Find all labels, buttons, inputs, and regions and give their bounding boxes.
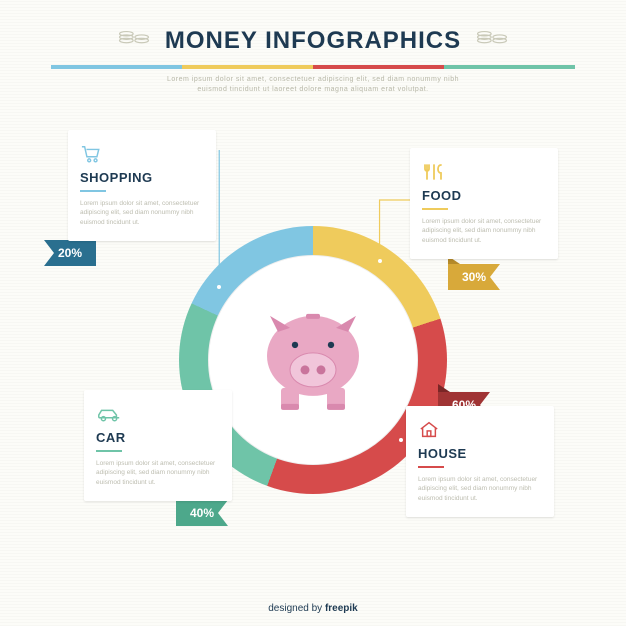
card-title: SHOPPING [80, 170, 204, 185]
car-icon [96, 402, 220, 424]
connector-line [216, 150, 219, 287]
header-rule [51, 65, 575, 69]
page-title: MONEY INFOGRAPHICS [165, 27, 461, 55]
coins-icon [475, 26, 509, 55]
card-underline [96, 450, 122, 452]
credit-line: designed by freepik [0, 603, 626, 614]
card-house: HOUSE Lorem ipsum dolor sit amet, consec… [406, 406, 554, 517]
card-title: CAR [96, 430, 220, 445]
card-title: HOUSE [418, 446, 542, 461]
card-underline [418, 466, 444, 468]
card-food: FOOD Lorem ipsum dolor sit amet, consect… [410, 148, 558, 259]
card-body: Lorem ipsum dolor sit amet, consectetuer… [96, 459, 220, 487]
house-icon [418, 418, 542, 440]
connector-line [380, 200, 410, 261]
donut-connector-dot [215, 283, 223, 291]
cutlery-icon [422, 160, 546, 182]
subtitle: Lorem ipsum dolor sit amet, consectetuer… [153, 75, 473, 95]
card-body: Lorem ipsum dolor sit amet, consectetuer… [422, 217, 546, 245]
piggy-bank-icon [248, 298, 378, 433]
credit-prefix: designed by [268, 603, 325, 614]
card-title: FOOD [422, 188, 546, 203]
donut-connector-dot [397, 436, 405, 444]
donut-connector-dot [376, 257, 384, 265]
card-body: Lorem ipsum dolor sit amet, consectetuer… [80, 199, 204, 227]
card-underline [422, 208, 448, 210]
header: MONEY INFOGRAPHICS Lorem ipsum dolor sit… [0, 0, 626, 95]
card-car: CAR Lorem ipsum dolor sit amet, consecte… [84, 390, 232, 501]
card-underline [80, 190, 106, 192]
card-shopping: SHOPPING Lorem ipsum dolor sit amet, con… [68, 130, 216, 241]
card-body: Lorem ipsum dolor sit amet, consectetuer… [418, 475, 542, 503]
credit-brand: freepik [325, 603, 358, 614]
cart-icon [80, 142, 204, 164]
coins-icon [117, 26, 151, 55]
